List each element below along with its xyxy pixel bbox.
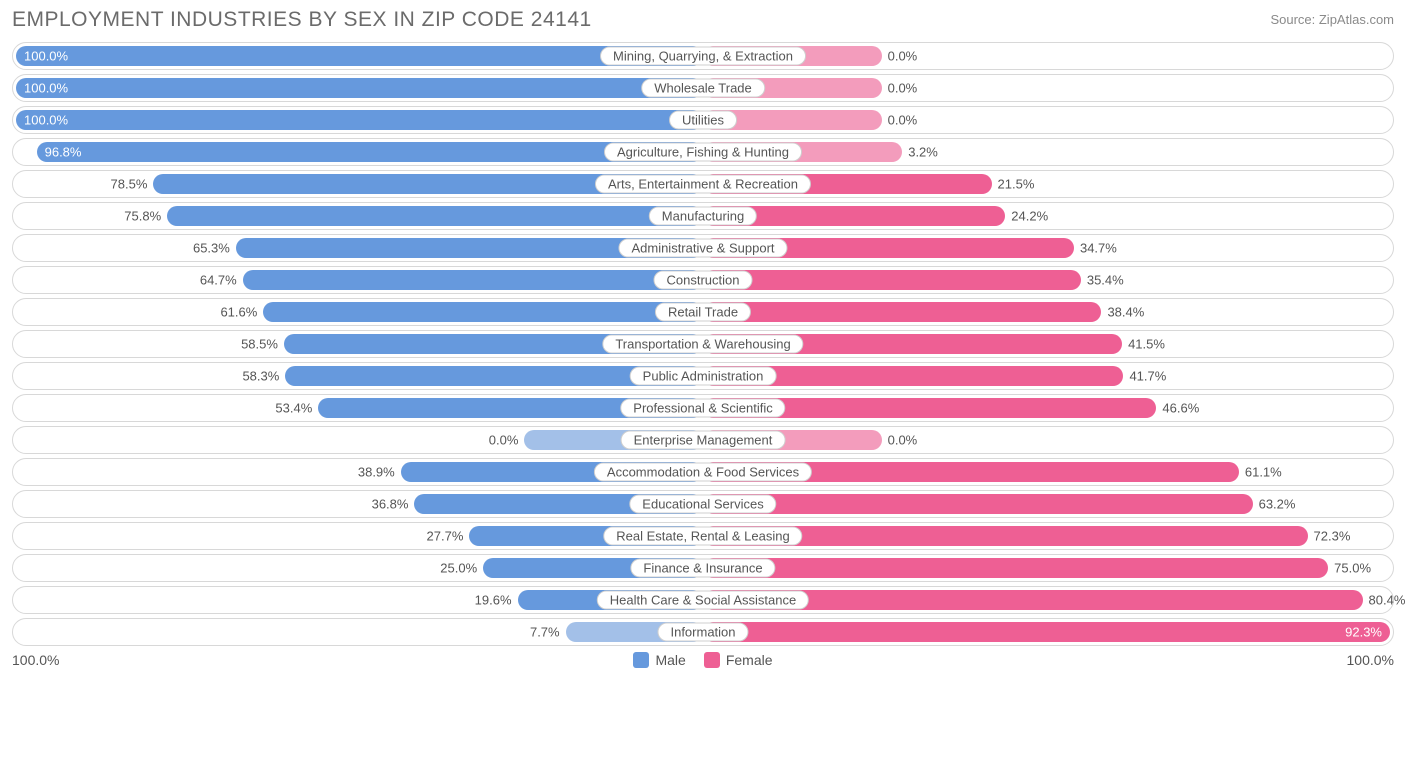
female-pct: 61.1% (1245, 465, 1282, 480)
male-bar (167, 206, 703, 226)
female-pct: 0.0% (888, 113, 918, 128)
legend-male-swatch (633, 652, 649, 668)
female-pct: 63.2% (1259, 497, 1296, 512)
chart-row: 100.0% 0.0% Wholesale Trade (12, 74, 1394, 102)
female-bar (703, 270, 1081, 290)
category-label: Administrative & Support (618, 239, 787, 258)
female-pct: 35.4% (1087, 273, 1124, 288)
chart-row: 58.5% 41.5% Transportation & Warehousing (12, 330, 1394, 358)
chart-row: 64.7% 35.4% Construction (12, 266, 1394, 294)
male-pct: 58.5% (241, 337, 278, 352)
male-pct: 25.0% (440, 561, 477, 576)
category-label: Retail Trade (655, 303, 751, 322)
legend-female: Female (704, 652, 773, 668)
chart-row: 38.9% 61.1% Accommodation & Food Services (12, 458, 1394, 486)
category-label: Real Estate, Rental & Leasing (603, 527, 802, 546)
chart-row: 58.3% 41.7% Public Administration (12, 362, 1394, 390)
axis-left-label: 100.0% (12, 652, 59, 668)
chart-row: 65.3% 34.7% Administrative & Support (12, 234, 1394, 262)
category-label: Health Care & Social Assistance (597, 591, 809, 610)
chart-row: 78.5% 21.5% Arts, Entertainment & Recreati… (12, 170, 1394, 198)
male-pct: 65.3% (193, 241, 230, 256)
category-label: Public Administration (630, 367, 777, 386)
female-bar (703, 622, 1390, 642)
female-pct: 34.7% (1080, 241, 1117, 256)
female-bar (703, 558, 1328, 578)
male-pct: 19.6% (475, 593, 512, 608)
female-pct: 38.4% (1107, 305, 1144, 320)
male-pct: 78.5% (111, 177, 148, 192)
male-bar (16, 78, 703, 98)
category-label: Utilities (669, 111, 737, 130)
male-pct: 75.8% (124, 209, 161, 224)
male-pct: 7.7% (530, 625, 560, 640)
male-pct: 64.7% (200, 273, 237, 288)
male-pct: 58.3% (242, 369, 279, 384)
category-label: Information (657, 623, 748, 642)
male-pct: 96.8% (45, 145, 82, 160)
axis-right-label: 100.0% (1347, 652, 1394, 668)
male-pct: 0.0% (489, 433, 519, 448)
female-bar (703, 302, 1101, 322)
legend-male: Male (633, 652, 685, 668)
legend: Male Female (633, 652, 772, 668)
male-bar (263, 302, 703, 322)
category-label: Professional & Scientific (620, 399, 785, 418)
male-pct: 38.9% (358, 465, 395, 480)
category-label: Transportation & Warehousing (602, 335, 803, 354)
male-pct: 100.0% (24, 49, 68, 64)
chart-row: 27.7% 72.3% Real Estate, Rental & Leasing (12, 522, 1394, 550)
category-label: Educational Services (629, 495, 776, 514)
female-pct: 80.4% (1369, 593, 1406, 608)
category-label: Wholesale Trade (641, 79, 765, 98)
female-pct: 92.3% (1345, 625, 1382, 640)
female-pct: 41.7% (1129, 369, 1166, 384)
chart-row: 75.8% 24.2% Manufacturing (12, 202, 1394, 230)
category-label: Manufacturing (649, 207, 757, 226)
category-label: Arts, Entertainment & Recreation (595, 175, 811, 194)
female-bar (703, 494, 1253, 514)
chart-row: 36.8% 63.2% Educational Services (12, 490, 1394, 518)
legend-male-label: Male (655, 652, 685, 668)
legend-female-swatch (704, 652, 720, 668)
chart-row: 19.6%80.4%Health Care & Social Assistanc… (12, 586, 1394, 614)
category-label: Finance & Insurance (630, 559, 775, 578)
female-pct: 0.0% (888, 49, 918, 64)
male-pct: 36.8% (372, 497, 409, 512)
female-pct: 75.0% (1334, 561, 1371, 576)
chart-row: 61.6% 38.4% Retail Trade (12, 298, 1394, 326)
female-pct: 21.5% (998, 177, 1035, 192)
male-pct: 100.0% (24, 81, 68, 96)
category-label: Construction (654, 271, 753, 290)
chart-row: 7.7% 92.3% Information (12, 618, 1394, 646)
chart-row: 96.8% 3.2% Agriculture, Fishing & Hunting (12, 138, 1394, 166)
chart-source: Source: ZipAtlas.com (1270, 12, 1394, 27)
male-pct: 100.0% (24, 113, 68, 128)
chart-row: 25.0% 75.0% Finance & Insurance (12, 554, 1394, 582)
male-pct: 53.4% (275, 401, 312, 416)
chart-rows: 100.0% 0.0% Mining, Quarrying, & Extractio… (12, 42, 1394, 646)
category-label: Mining, Quarrying, & Extraction (600, 47, 806, 66)
male-pct: 27.7% (427, 529, 464, 544)
legend-female-label: Female (726, 652, 773, 668)
female-pct: 46.6% (1162, 401, 1199, 416)
female-pct: 0.0% (888, 433, 918, 448)
category-label: Enterprise Management (621, 431, 786, 450)
female-pct: 24.2% (1011, 209, 1048, 224)
category-label: Agriculture, Fishing & Hunting (604, 143, 802, 162)
male-bar (243, 270, 703, 290)
male-pct: 61.6% (220, 305, 257, 320)
female-pct: 3.2% (908, 145, 938, 160)
chart-row: 100.0% 0.0% Utilities (12, 106, 1394, 134)
chart-row: 100.0% 0.0% Mining, Quarrying, & Extractio… (12, 42, 1394, 70)
chart-title: EMPLOYMENT INDUSTRIES BY SEX IN ZIP CODE… (12, 8, 592, 32)
female-pct: 41.5% (1128, 337, 1165, 352)
chart-row: 0.0% 0.0% Enterprise Management (12, 426, 1394, 454)
category-label: Accommodation & Food Services (594, 463, 812, 482)
male-bar (16, 110, 703, 130)
female-pct: 72.3% (1314, 529, 1351, 544)
female-pct: 0.0% (888, 81, 918, 96)
chart-row: 53.4% 46.6% Professional & Scientific (12, 394, 1394, 422)
